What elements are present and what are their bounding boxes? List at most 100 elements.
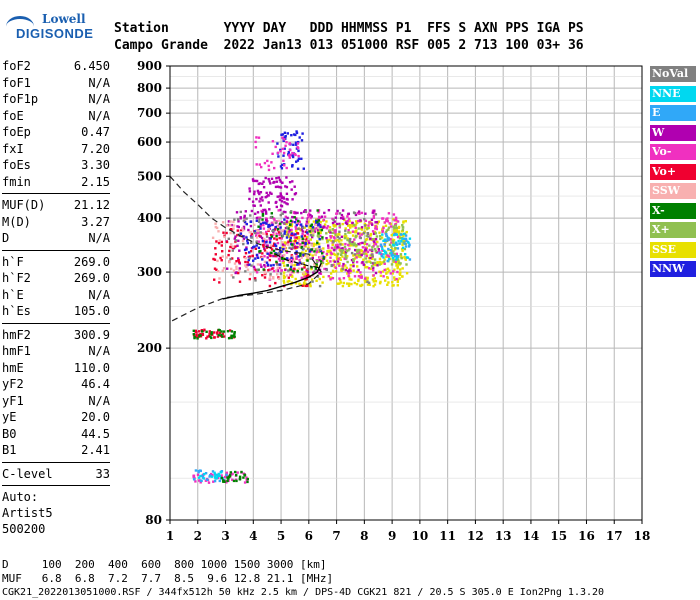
echo-point [285, 236, 289, 239]
echo-point [302, 253, 305, 256]
echo-point [278, 195, 281, 198]
echo-point [218, 239, 221, 242]
echo-point [265, 261, 269, 264]
param-label: foF2 [2, 59, 31, 73]
echo-point [279, 226, 282, 229]
echo-point [319, 272, 323, 275]
echo-point [282, 271, 286, 274]
echo-point [330, 239, 333, 243]
param-label: foF1 [2, 75, 31, 90]
echo-point [237, 257, 240, 260]
echo-point [258, 218, 261, 221]
echo-point [234, 235, 237, 238]
echo-point [397, 263, 400, 266]
echo-point [278, 185, 281, 189]
echo-point [353, 257, 357, 260]
echo-point [275, 205, 278, 209]
echo-point [219, 256, 222, 260]
echo-point [363, 250, 366, 253]
echo-point [400, 275, 404, 278]
x-tick-label: 6 [305, 529, 313, 543]
echo-point [192, 333, 195, 336]
echo-point [300, 253, 304, 257]
echo-point [368, 283, 371, 286]
param-separator [2, 249, 110, 251]
echo-point [338, 237, 341, 240]
echo-point [338, 226, 341, 229]
echo-point [248, 190, 252, 193]
echo-point [386, 283, 389, 286]
echo-point [404, 245, 408, 248]
echo-point [255, 136, 258, 139]
x-tick-label: 13 [495, 529, 512, 543]
echo-point [364, 219, 368, 222]
echo-point [285, 197, 288, 201]
echo-point [260, 236, 264, 240]
echo-point [395, 220, 398, 223]
echo-point [217, 241, 221, 245]
echo-point [284, 215, 287, 218]
echo-point [256, 263, 260, 266]
echo-point [308, 250, 311, 253]
echo-point [310, 215, 313, 218]
echo-point [327, 262, 330, 265]
echo-point [388, 237, 392, 241]
echo-point [246, 261, 250, 264]
echo-point [287, 240, 290, 243]
echo-point [253, 204, 256, 207]
echo-point [298, 220, 301, 223]
echo-point [261, 252, 264, 255]
echo-point [356, 253, 359, 257]
echo-point [265, 217, 268, 220]
echo-point [290, 223, 294, 226]
echo-point [268, 251, 272, 255]
echo-point [352, 264, 355, 268]
echo-point [359, 242, 362, 245]
echo-point [341, 284, 345, 288]
echo-point [386, 267, 390, 270]
echo-point [295, 130, 298, 133]
echo-point [362, 231, 366, 235]
echo-point [355, 220, 358, 223]
autoscale-line1: Auto: [2, 490, 39, 504]
echo-point [304, 249, 308, 253]
echo-point [315, 263, 318, 266]
echo-point [339, 281, 343, 284]
echo-point [372, 211, 376, 214]
echo-point [331, 243, 334, 246]
echo-point [258, 200, 261, 203]
echo-point [285, 176, 288, 179]
echo-point [385, 234, 389, 238]
echo-point [316, 226, 320, 229]
echo-point [288, 258, 291, 261]
echo-point [397, 226, 401, 230]
echo-point [288, 223, 292, 226]
echo-point [309, 234, 313, 237]
autoscale-line3: 500200 [2, 522, 46, 536]
echo-point [387, 281, 390, 284]
echo-point [383, 249, 386, 252]
echo-point [274, 225, 277, 229]
echo-point [404, 237, 408, 240]
echo-point [293, 259, 296, 263]
echo-point [405, 239, 408, 242]
echo-point [404, 253, 407, 256]
echo-point [297, 236, 301, 239]
echo-point [309, 282, 312, 286]
echo-point [267, 168, 271, 172]
echo-point [325, 232, 328, 235]
param-row: MUF(D) 21.12 [2, 197, 110, 214]
echo-point [272, 221, 276, 224]
echo-point [225, 240, 229, 244]
chart-grid [169, 65, 643, 521]
echo-point [374, 227, 377, 230]
echo-point [213, 267, 217, 270]
y-tick-label: 600 [137, 135, 162, 149]
echo-point [408, 237, 412, 240]
echo-point [281, 163, 284, 166]
echo-point [290, 233, 293, 237]
param-row: foEs 3.30 [2, 157, 110, 174]
echo-point [355, 254, 358, 257]
echo-point [338, 246, 341, 249]
echo-point [369, 267, 372, 271]
